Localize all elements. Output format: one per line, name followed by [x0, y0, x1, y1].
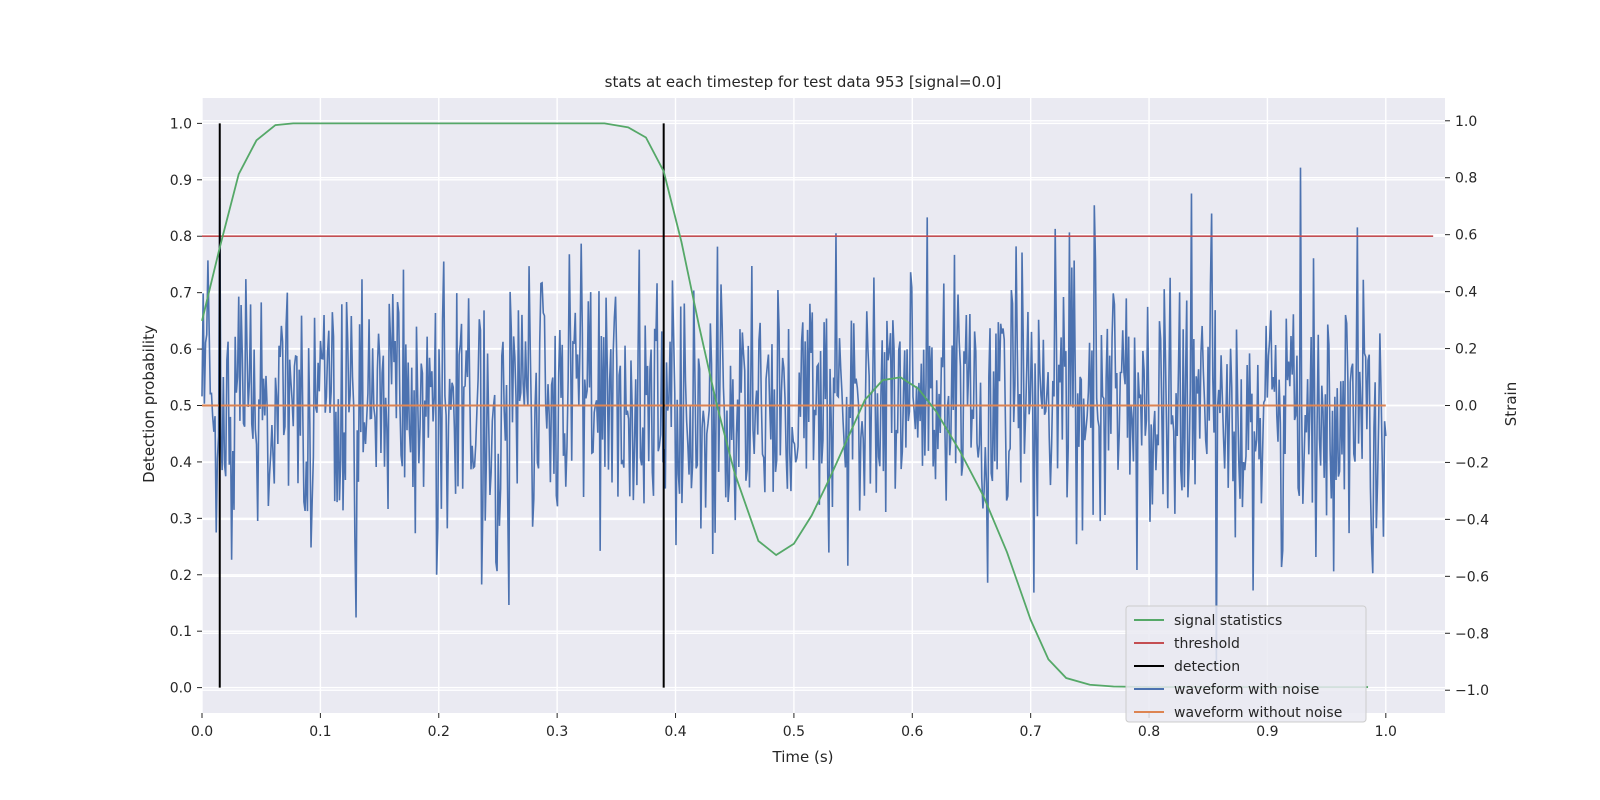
y-tick-label: 0.2 — [170, 568, 192, 584]
y2-tick-label: 0.0 — [1455, 399, 1477, 415]
series-signal-statistics — [201, 122, 1369, 688]
y2-tick-label: −0.8 — [1455, 626, 1489, 642]
y-axis-left: 0.0 0.1 0.2 0.3 0.4 0.5 0.6 0.7 0.8 0.9 1.0 — [170, 116, 202, 697]
legend-entry: waveform with noise — [1174, 682, 1319, 698]
y2-tick-label: 1.0 — [1455, 114, 1477, 130]
x-tick-label: 1.0 — [1375, 724, 1397, 740]
x-tick-label: 0.0 — [191, 724, 213, 740]
x-tick-label: 0.3 — [546, 724, 568, 740]
legend-entry: detection — [1174, 659, 1240, 675]
y2-tick-label: −0.4 — [1455, 512, 1489, 528]
legend-entry: threshold — [1174, 636, 1240, 652]
x-tick-label: 0.7 — [1020, 724, 1042, 740]
y-tick-label: 0.1 — [170, 624, 192, 640]
series-waveform-with-noise — [201, 167, 1387, 667]
y-tick-label: 0.5 — [170, 399, 192, 415]
x-tick-label: 0.8 — [1138, 724, 1160, 740]
chart-title: stats at each timestep for test data 953… — [605, 73, 1002, 91]
y2-tick-label: −0.2 — [1455, 455, 1489, 471]
y2-tick-label: 0.8 — [1455, 171, 1477, 187]
legend-box — [1125, 605, 1367, 723]
x-tick-label: 0.1 — [309, 724, 331, 740]
legend: signal statistics threshold detection wavef… — [1125, 605, 1367, 723]
x-tick-label: 0.2 — [428, 724, 450, 740]
y-axis-right: −1.0 −0.8 −0.6 −0.4 −0.2 0.0 0.2 0.4 0.6 0.8 1.0 — [1445, 114, 1489, 699]
y2-tick-label: −1.0 — [1455, 683, 1489, 699]
y2-tick-label: −0.6 — [1455, 569, 1489, 585]
x-tick-label: 0.4 — [664, 724, 686, 740]
y-tick-label: 0.4 — [170, 455, 192, 471]
y-tick-label: 1.0 — [170, 116, 192, 132]
y2-tick-label: 0.6 — [1455, 228, 1477, 244]
y-tick-label: 0.8 — [170, 229, 192, 245]
x-axis-label: Time (s) — [772, 748, 834, 766]
y-tick-label: 0.7 — [170, 286, 192, 302]
x-axis: 0.0 0.1 0.2 0.3 0.4 0.5 0.6 0.7 0.8 0.9 1.0 — [191, 713, 1397, 740]
y-tick-label: 0.0 — [170, 681, 192, 697]
y-tick-label: 0.3 — [170, 511, 192, 527]
y-axis-label: Detection probability — [140, 325, 158, 483]
y-tick-label: 0.9 — [170, 173, 192, 189]
y-axis-label-right: Strain — [1502, 382, 1520, 426]
y-tick-label: 0.6 — [170, 342, 192, 358]
y2-tick-label: 0.4 — [1455, 285, 1477, 301]
legend-entry: waveform without noise — [1174, 705, 1342, 721]
x-tick-label: 0.9 — [1256, 724, 1278, 740]
x-tick-label: 0.5 — [783, 724, 805, 740]
y2-tick-label: 0.2 — [1455, 342, 1477, 358]
x-tick-label: 0.6 — [901, 724, 923, 740]
legend-entry: signal statistics — [1174, 613, 1282, 629]
